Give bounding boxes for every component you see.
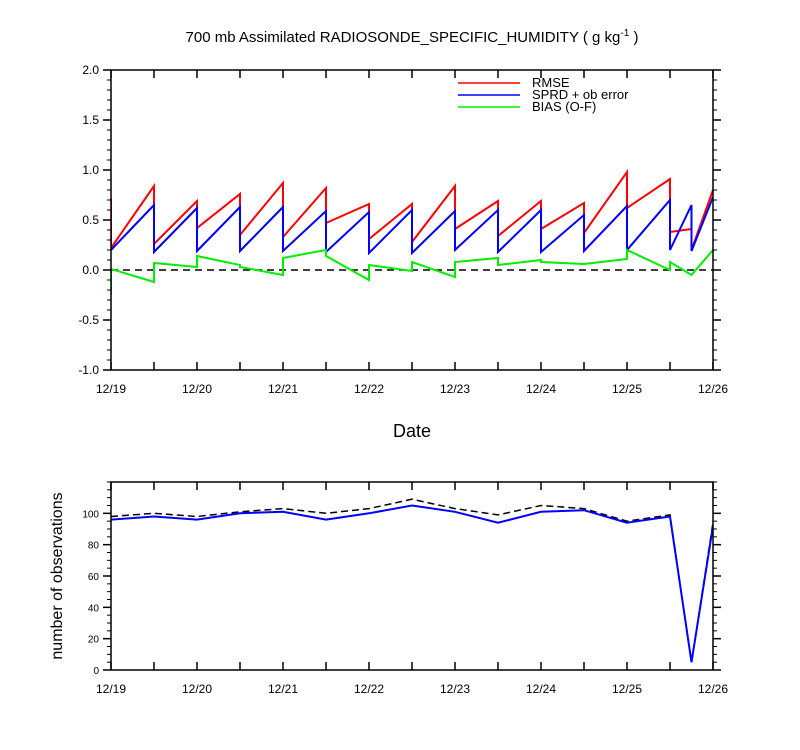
x-tick-label: 12/21	[268, 682, 298, 696]
x-tick-label: 12/22	[354, 382, 384, 396]
y-tick-label: 2.0	[82, 63, 99, 77]
chart-title-end: )	[629, 29, 638, 46]
y-tick-label: 40	[88, 603, 100, 614]
legend-label: RMSE	[532, 75, 570, 90]
y-axis-label: number of observations	[49, 492, 66, 659]
series-line-assimilated	[111, 504, 713, 663]
y-tick-label: 1.0	[82, 163, 99, 177]
series-line-sprd-ob-error	[111, 196, 713, 256]
series-line-possible	[111, 498, 713, 663]
y-tick-label: 0	[93, 666, 99, 677]
x-tick-label: 12/26	[698, 682, 728, 696]
y-tick-label: -1.0	[78, 363, 99, 377]
chart-title-main: 700 mb Assimilated RADIOSONDE_SPECIFIC_H…	[186, 29, 621, 46]
plot-frame	[110, 481, 714, 671]
bottom-panel: 12/19 12/20 12/21 12/22 12/23 12/24 12/25 12/26…	[49, 481, 728, 696]
chart-title: 700 mb Assimilated RADIOSONDE_SPECIFIC_H…	[186, 28, 639, 46]
y-tick-label: 1.5	[82, 113, 99, 127]
chart-title-superscript: -1	[620, 28, 629, 39]
y-tick-label: 0.0	[82, 263, 99, 277]
x-tick-label: 12/19	[96, 382, 126, 396]
x-tick-label: 12/23	[440, 682, 470, 696]
x-tick-label: 12/21	[268, 382, 298, 396]
x-tick-label: 12/23	[440, 382, 470, 396]
y-tick-label: -0.5	[78, 313, 99, 327]
x-tick-label: 12/19	[96, 682, 126, 696]
x-tick-label: 12/22	[354, 682, 384, 696]
x-tick-label: 12/24	[526, 682, 556, 696]
x-axis-label: Date	[393, 421, 431, 441]
x-tick-label: 12/20	[182, 682, 212, 696]
x-tick-label: 12/20	[182, 382, 212, 396]
data-series-group	[111, 498, 713, 663]
legend-label: SPRD + ob error	[532, 87, 629, 102]
y-tick-label: 60	[88, 572, 100, 583]
series-line-bias-o-f	[111, 248, 713, 295]
y-tick-label: 20	[88, 635, 100, 646]
x-tick-label: 12/25	[612, 382, 642, 396]
x-tick-label: 12/26	[698, 382, 728, 396]
data-series-group	[111, 168, 713, 295]
y-tick-label: 0.5	[82, 213, 99, 227]
legend-label: BIAS (O-F)	[532, 99, 596, 114]
top-panel: 12/19 12/20 12/21 12/22 12/23 12/24 12/25 12/26…	[78, 63, 728, 441]
x-tick-label: 12/24	[526, 382, 556, 396]
y-tick-label: 100	[82, 509, 99, 520]
x-tick-label: 12/25	[612, 682, 642, 696]
y-tick-label: 80	[88, 541, 100, 552]
